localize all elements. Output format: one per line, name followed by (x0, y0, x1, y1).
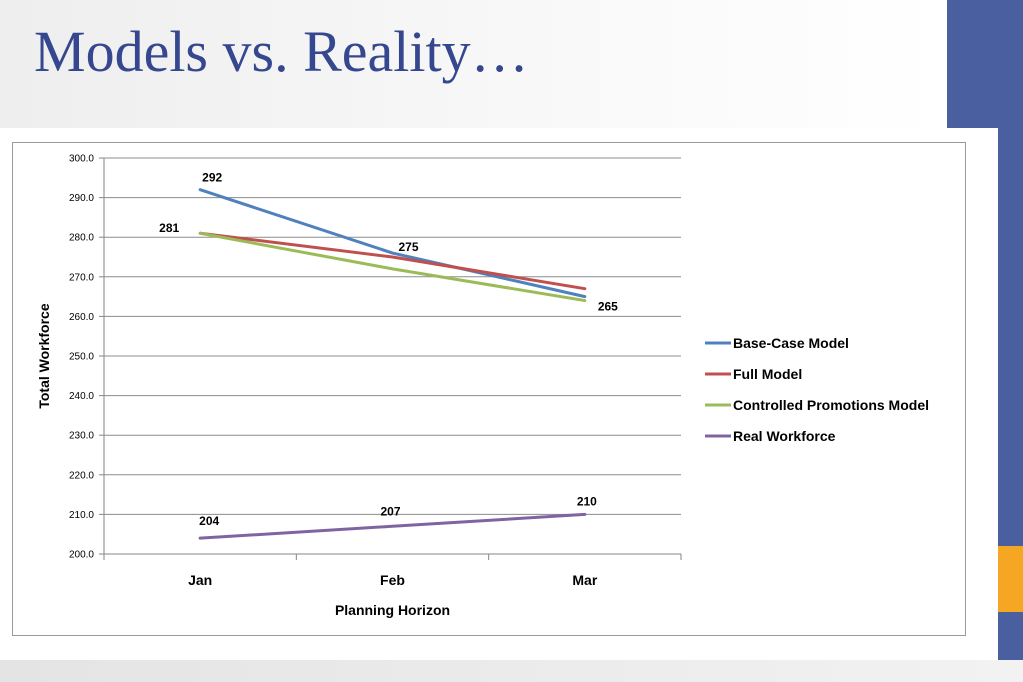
y-tick-label: 200.0 (69, 550, 94, 561)
data-label: 207 (380, 504, 400, 518)
x-tick-label-jan: Jan (188, 572, 212, 588)
data-label: 265 (598, 300, 618, 314)
data-point (583, 299, 587, 302)
y-axis-title: Total Workforce (36, 303, 52, 408)
data-point (391, 251, 394, 255)
y-tick-label: 250.0 (69, 352, 94, 363)
y-tick-label: 290.0 (69, 193, 94, 204)
data-point (583, 513, 587, 516)
y-tick-label: 230.0 (69, 431, 94, 442)
decorative-accent-block (998, 546, 1023, 612)
workforce-line-chart: 200.0 210.0 220.0 230.0 240.0 250.0 260.0 270.0… (36, 154, 929, 619)
y-tick-label: 210.0 (69, 510, 94, 521)
x-tick-label-mar: Mar (572, 572, 597, 588)
data-point (583, 287, 587, 290)
data-point (198, 188, 202, 191)
y-tick-label: 280.0 (69, 233, 94, 244)
legend-label: Full Model (733, 366, 802, 382)
x-tick-label-feb: Feb (380, 572, 405, 588)
slide-title: Models vs. Reality… (34, 19, 529, 84)
data-point (583, 295, 587, 298)
data-point (198, 536, 202, 540)
legend-label: Controlled Promotions Model (733, 397, 929, 413)
series-line-full-model (198, 231, 587, 291)
y-tick-label: 240.0 (69, 391, 94, 402)
chart-frame: 200.0 210.0 220.0 230.0 240.0 250.0 260.0 270.0… (12, 142, 966, 636)
y-tick-label: 270.0 (69, 272, 94, 283)
data-label: 204 (199, 514, 219, 528)
data-label: 281 (159, 221, 179, 235)
series-line-controlled-promotions-model (198, 231, 587, 303)
data-point (391, 267, 394, 271)
data-point (198, 232, 202, 235)
x-axis-title: Planning Horizon (335, 602, 450, 618)
data-point (391, 525, 394, 528)
data-label: 210 (577, 494, 597, 508)
data-point (391, 255, 394, 259)
legend-label: Real Workforce (733, 428, 836, 444)
y-tick-label: 300.0 (69, 154, 94, 165)
y-tick-label: 220.0 (69, 470, 94, 481)
data-label: 275 (398, 240, 418, 254)
decorative-bottom-strip (0, 660, 1023, 682)
legend-label: Base-Case Model (733, 335, 849, 351)
data-label: 292 (202, 171, 222, 185)
y-tick-label: 260.0 (69, 312, 94, 323)
